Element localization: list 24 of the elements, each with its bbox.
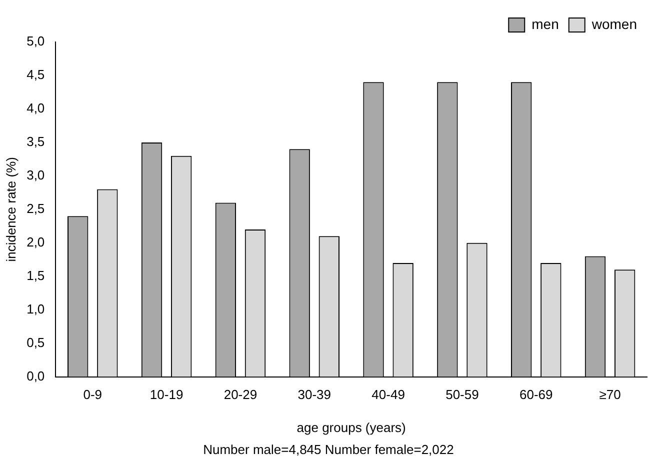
y-tick-label: 5,0 xyxy=(26,34,45,49)
y-tick-label: 0,5 xyxy=(26,334,45,350)
text: Number male=4,845 Number female=2,022 xyxy=(202,442,455,457)
y-tick-label: 0,0 xyxy=(26,368,45,384)
legend-label: men xyxy=(532,16,559,32)
x-tick-label: 0-9 xyxy=(83,387,102,402)
x-tick-label: 60-69 xyxy=(520,387,553,402)
y-tick-label: 3,0 xyxy=(26,168,45,182)
legend-label: women xyxy=(590,16,638,32)
y-tick-label: 3,5 xyxy=(26,134,45,150)
y-tick-label: 4,0 xyxy=(26,100,45,116)
y-tick-label: 2,0 xyxy=(26,234,45,250)
x-tick-label: 50-59 xyxy=(446,387,479,402)
y-axis-title: incidence rate (%) xyxy=(3,157,18,262)
y-tick-label: 1,0 xyxy=(26,301,45,316)
x-tick-label: 40-49 xyxy=(372,387,405,402)
y-tick-label: 1,5 xyxy=(26,268,45,283)
y-tick-label: 2,5 xyxy=(26,200,45,216)
x-tick-label: 10-19 xyxy=(150,387,184,402)
y-tick-label: 4,5 xyxy=(26,67,45,82)
x-tick-label: ≥70 xyxy=(599,387,621,402)
x-tick-label: 30-39 xyxy=(298,387,332,402)
x-axis-title: age groups (years) xyxy=(296,420,406,435)
x-tick-label: 20-29 xyxy=(224,387,258,402)
